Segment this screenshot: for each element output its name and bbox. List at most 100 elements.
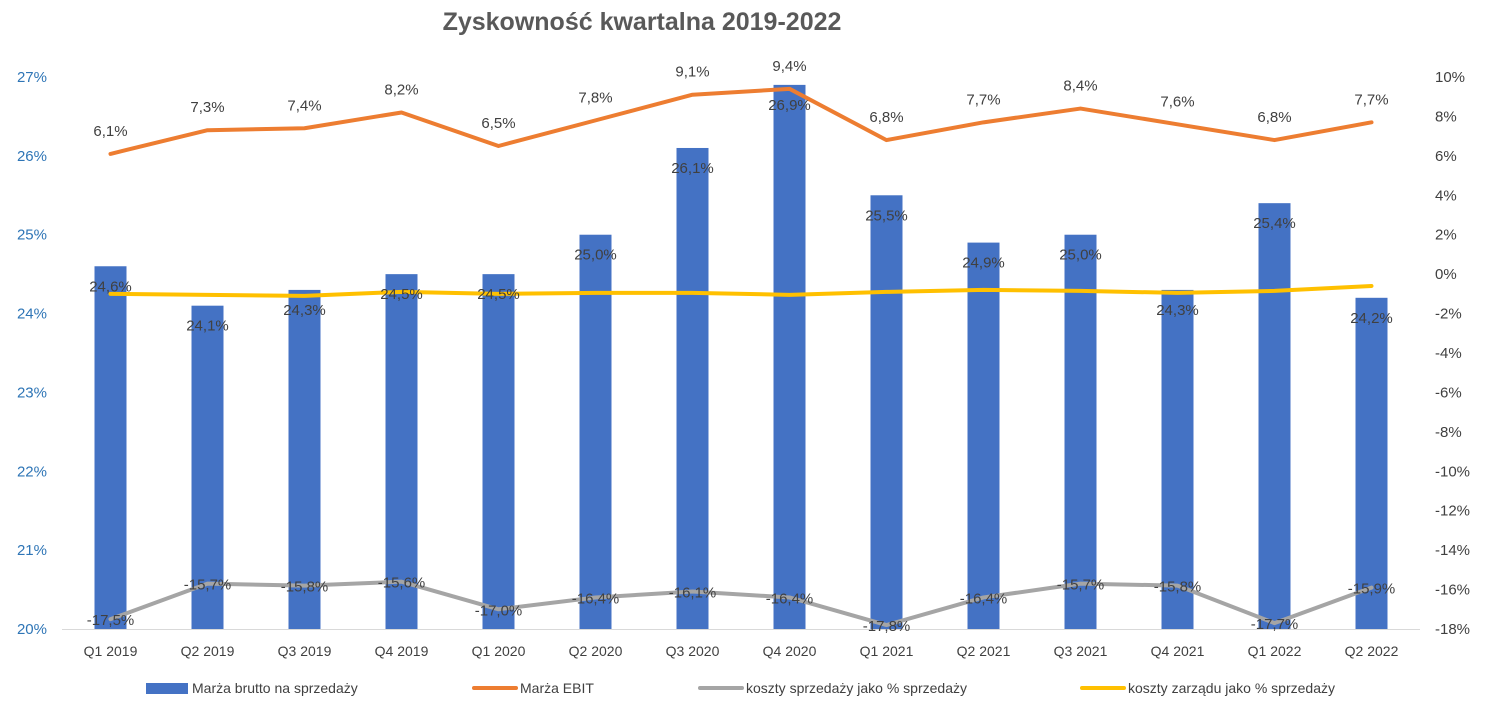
data-label: -15,6% (378, 575, 426, 592)
data-label: 6,5% (481, 115, 515, 132)
data-label: -15,7% (184, 577, 232, 594)
x-tick-label: Q1 2022 (1248, 643, 1302, 659)
data-label: 7,6% (1160, 93, 1194, 110)
bar (676, 147, 709, 629)
data-label: -17,8% (863, 618, 911, 635)
bar (385, 274, 418, 629)
data-label: 26,9% (768, 97, 811, 114)
bar (1258, 203, 1291, 629)
data-label: -16,4% (960, 590, 1008, 607)
x-tick-label: Q3 2019 (278, 643, 332, 659)
y-left-tick-label: 20% (17, 621, 47, 638)
data-label: -15,9% (1348, 581, 1396, 598)
data-label: 7,7% (1354, 91, 1388, 108)
legend-label: koszty zarządu jako % sprzedaży (1128, 680, 1335, 696)
data-label: 24,5% (380, 286, 423, 303)
data-label: 8,4% (1063, 78, 1097, 95)
data-label: 24,2% (1350, 310, 1393, 327)
data-label: -15,8% (281, 579, 329, 596)
y-left-tick-label: 21% (17, 542, 47, 559)
y-right-tick-label: -16% (1435, 582, 1470, 599)
data-label: 6,8% (869, 109, 903, 126)
data-label: 6,8% (1257, 109, 1291, 126)
x-tick-label: Q4 2020 (763, 643, 817, 659)
data-label: 7,7% (966, 91, 1000, 108)
y-left-tick-label: 23% (17, 384, 47, 401)
bar (191, 305, 224, 629)
data-label: -17,5% (87, 612, 135, 629)
data-label: 25,5% (865, 207, 908, 224)
data-label: -17,7% (1251, 616, 1299, 633)
data-label: 24,9% (962, 255, 1005, 272)
data-label: 7,4% (287, 97, 321, 114)
x-tick-label: Q3 2020 (666, 643, 720, 659)
bar (773, 84, 806, 629)
data-label: 24,3% (1156, 302, 1199, 319)
data-label: 25,4% (1253, 215, 1296, 232)
legend: Marża brutto na sprzedaży Marża EBIT koszt… (146, 680, 1335, 696)
y-right-tick-label: -8% (1435, 424, 1462, 441)
data-label: 9,4% (772, 58, 806, 75)
data-label: 9,1% (675, 64, 709, 81)
data-label: -17,0% (475, 602, 523, 619)
y-right-tick-label: 8% (1435, 108, 1457, 125)
legend-label: Marża brutto na sprzedaży (192, 680, 358, 696)
y-left-tick-label: 22% (17, 463, 47, 480)
x-tick-label: Q2 2019 (181, 643, 235, 659)
data-label: 24,6% (89, 278, 132, 295)
legend-label: Marża EBIT (520, 680, 594, 696)
x-tick-label: Q4 2021 (1151, 643, 1205, 659)
data-label: 24,5% (477, 286, 520, 303)
y-right-tick-label: 10% (1435, 69, 1465, 86)
y-right-tick-label: 6% (1435, 148, 1457, 165)
data-label: 7,8% (578, 89, 612, 106)
data-label: -15,7% (1057, 577, 1105, 594)
y-right-tick-label: 0% (1435, 266, 1457, 283)
data-label: 8,2% (384, 81, 418, 98)
line-series (108, 86, 1374, 628)
x-tick-label: Q2 2022 (1345, 643, 1399, 659)
y-left-tick-label: 25% (17, 227, 47, 244)
y-right-tick-label: 4% (1435, 187, 1457, 204)
x-tick-label: Q2 2020 (569, 643, 623, 659)
chart-title: Zyskowność kwartalna 2019-2022 (443, 8, 842, 36)
x-tick-label: Q1 2020 (472, 643, 526, 659)
data-label: 25,0% (1059, 247, 1102, 264)
bar (870, 195, 903, 630)
x-tick-label: Q4 2019 (375, 643, 429, 659)
bar (967, 242, 1000, 629)
legend-label: koszty sprzedaży jako % sprzedaży (746, 680, 967, 696)
series-line-1 (108, 86, 1374, 156)
bar (1064, 234, 1097, 629)
y-right-tick-label: -6% (1435, 384, 1462, 401)
y-right-tick-label: -18% (1435, 621, 1470, 638)
legend-swatch (146, 683, 188, 694)
data-label: 26,1% (671, 160, 714, 177)
axes: 20% 21% 22% 23% 24% 25% 26% 27% -18% -16% -14% -12%… (17, 69, 1470, 659)
y-right-tick-label: -14% (1435, 542, 1470, 559)
y-right-tick-label: -2% (1435, 306, 1462, 323)
data-labels: 24,6% 24,1% 24,3% 24,5% 24,5% 25,0% 26,1% 26,9%… (87, 58, 1396, 635)
y-left-tick-label: 27% (17, 69, 47, 86)
data-label: 24,3% (283, 302, 326, 319)
data-label: -16,4% (572, 590, 620, 607)
y-right-tick-label: -10% (1435, 463, 1470, 480)
bar-series (94, 84, 1388, 630)
series-line-3 (108, 283, 1374, 298)
data-label: -15,8% (1154, 579, 1202, 596)
y-left-tick-label: 26% (17, 148, 47, 165)
bar (94, 266, 127, 629)
bar (288, 289, 321, 629)
x-tick-label: Q1 2021 (860, 643, 914, 659)
y-right-tick-label: -12% (1435, 503, 1470, 520)
series-line-2 (108, 579, 1374, 628)
y-left-tick-label: 24% (17, 306, 47, 323)
x-tick-label: Q3 2021 (1054, 643, 1108, 659)
x-tick-label: Q1 2019 (84, 643, 138, 659)
data-label: 6,1% (93, 123, 127, 140)
bar (579, 234, 612, 629)
bar (1355, 297, 1388, 629)
data-label: -16,4% (766, 590, 814, 607)
bar (1161, 289, 1194, 629)
